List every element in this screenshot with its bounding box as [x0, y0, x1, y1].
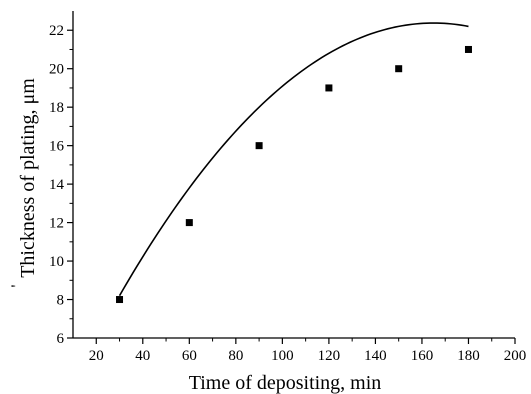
y-axis-title: Thickness of plating, μm	[17, 78, 39, 278]
ticks: 20 40 60 80 100 120 140 160 180 200 6 8 10 12 14 16 18 20…	[49, 23, 526, 364]
x-tick-label: 60	[182, 348, 197, 364]
y-tick-label: 20	[49, 62, 64, 78]
data-point	[325, 84, 333, 92]
x-tick-label: 120	[318, 348, 341, 364]
data-point	[464, 45, 472, 53]
x-tick-label: 140	[364, 348, 387, 364]
y-tick-label: 12	[49, 216, 64, 232]
y-tick-label: 22	[49, 23, 64, 39]
y-tick-label: 16	[49, 139, 65, 155]
x-tick-label: 80	[228, 348, 243, 364]
x-tick-label: 40	[135, 348, 150, 364]
data-point	[395, 65, 403, 73]
y-tick-label: 10	[49, 254, 64, 270]
fit-curve	[118, 22, 469, 297]
x-tick-label: 200	[504, 348, 527, 364]
data-points-layer	[116, 45, 472, 304]
y-tick-label: 8	[57, 293, 65, 309]
y-tick-label: 18	[49, 100, 64, 116]
x-tick-label: 100	[271, 348, 294, 364]
x-tick-label: 160	[411, 348, 434, 364]
data-point	[255, 142, 263, 150]
x-axis-title: Time of depositing, min	[189, 372, 382, 394]
data-point	[185, 219, 193, 227]
x-tick-label: 20	[89, 348, 104, 364]
data-point	[116, 296, 124, 304]
x-tick-label: 180	[457, 348, 480, 364]
axes	[72, 11, 515, 339]
y-tick-label: 14	[49, 177, 65, 193]
y-tick-label: 6	[57, 331, 65, 347]
fit-curve-layer	[118, 22, 469, 297]
y-axis-title-prefix: '	[9, 284, 26, 287]
